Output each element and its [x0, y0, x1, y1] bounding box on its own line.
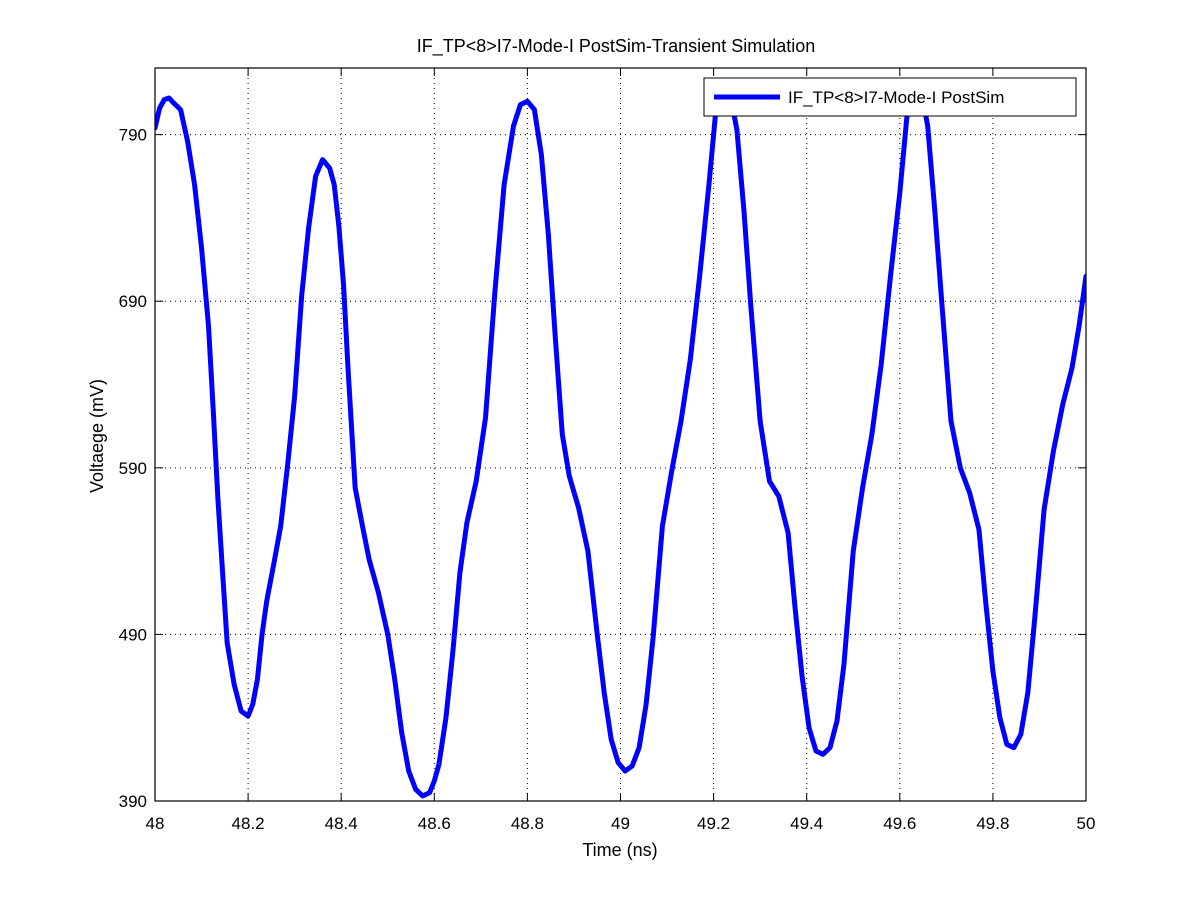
legend-entry: IF_TP<8>I7-Mode-I PostSim — [788, 88, 1004, 107]
x-tick-label: 49.2 — [697, 814, 730, 833]
y-tick-label: 590 — [119, 459, 147, 478]
x-tick-label: 48.6 — [418, 814, 451, 833]
y-tick-label: 390 — [119, 792, 147, 811]
x-tick-label: 49.6 — [883, 814, 916, 833]
x-tick-label: 48.4 — [325, 814, 358, 833]
x-tick-label: 50 — [1077, 814, 1096, 833]
x-axis-label: Time (ns) — [582, 840, 657, 860]
ticks: 48 48.2 48.4 48.6 48.8 49 49.2 49.4 49.6 49.8 50 39… — [119, 68, 1096, 833]
legend: IF_TP<8>I7-Mode-I PostSim — [703, 77, 1077, 117]
y-tick-label: 790 — [119, 126, 147, 145]
x-tick-label: 48.2 — [232, 814, 265, 833]
x-tick-label: 49 — [611, 814, 630, 833]
x-tick-label: 49.4 — [790, 814, 823, 833]
chart-title: IF_TP<8>I7-Mode-I PostSim-Transient Simu… — [417, 36, 816, 57]
x-tick-label: 48 — [146, 814, 165, 833]
y-tick-label: 490 — [119, 625, 147, 644]
plot-frame — [154, 67, 1087, 802]
x-tick-label: 48.8 — [511, 814, 544, 833]
x-tick-label: 49.8 — [976, 814, 1009, 833]
y-axis-label: Voltaege (mV) — [87, 379, 107, 493]
y-tick-label: 690 — [119, 292, 147, 311]
